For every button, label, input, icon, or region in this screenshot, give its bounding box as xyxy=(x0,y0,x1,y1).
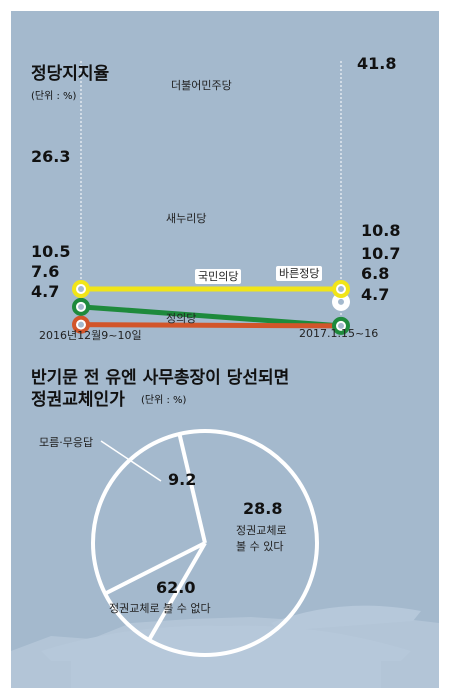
pie-callout-line xyxy=(100,440,162,482)
pie-value-dontknow: 9.2 xyxy=(168,470,197,489)
label-justice-start: 4.7 xyxy=(31,282,60,301)
label-minju-end: 41.8 xyxy=(357,54,397,73)
pie-unit: (단위 : %) xyxy=(141,395,187,406)
label-minju-start: 26.3 xyxy=(31,147,71,166)
pie-outline xyxy=(91,429,319,657)
series-line-3 xyxy=(80,304,342,329)
x-tick-end: 2017.1.15~16 xyxy=(299,327,379,340)
legend-minju: 더불어민주당 xyxy=(171,79,232,92)
pie-divider-1 xyxy=(104,541,206,596)
pie-divider-0 xyxy=(147,542,207,641)
party-support-line-chart xyxy=(72,61,350,335)
marker-hole-4-1 xyxy=(338,286,344,292)
legend-justice: 정의당 xyxy=(166,312,197,325)
marker-hole-3-0 xyxy=(78,303,84,310)
label-extra-end: 10.8 xyxy=(361,221,401,240)
line-chart-unit: (단위 : %) xyxy=(31,91,77,102)
x-tick-start: 2016년12월9~10일 xyxy=(39,329,142,342)
palace-roof-lower xyxy=(41,625,411,661)
pie-label-no: 정권교체로 볼 수 없다 xyxy=(109,602,211,615)
legend-bareun: 바른정당 xyxy=(276,266,323,281)
pie-divider-2 xyxy=(177,433,207,544)
pie-title-line1: 반기문 전 유엔 사무총장이 당선되면 xyxy=(31,368,290,388)
pie-value-yes: 28.8 xyxy=(243,499,283,518)
series-line-saenuri-link xyxy=(80,322,342,329)
label-justice-end: 4.7 xyxy=(361,285,390,304)
label-bareun-end: 6.8 xyxy=(361,264,390,283)
pie-label-dontknow: 모름·무응답 xyxy=(39,436,94,449)
line-chart-title: 정당지지율 xyxy=(31,64,110,84)
marker-hole-1-0 xyxy=(78,321,84,328)
label-people-end: 10.7 xyxy=(361,244,401,263)
label-people-start: 7.6 xyxy=(31,262,60,281)
regime-change-pie-chart xyxy=(91,429,319,657)
pie-value-no: 62.0 xyxy=(156,578,196,597)
legend-people: 국민의당 xyxy=(195,269,242,284)
pie-label-yes-line1: 정권교체로 xyxy=(236,524,287,537)
marker-hole-3-1 xyxy=(338,322,344,329)
pie-title-line2: 정권교체인가 xyxy=(31,390,125,410)
pie-label-yes-line2: 볼 수 있다 xyxy=(236,540,284,553)
marker-hole-4-0 xyxy=(78,286,84,292)
label-saenuri-start: 10.5 xyxy=(31,242,71,261)
palace-wall xyxy=(71,661,381,688)
legend-saenuri: 새누리당 xyxy=(166,212,207,225)
infographic-panel: 정당지지율 (단위 : %) 26.3 41.8 더불어민주당 10.5 새누리… xyxy=(11,11,439,688)
marker-hole-2-1 xyxy=(338,298,344,305)
palace-roof-upper xyxy=(271,605,421,631)
